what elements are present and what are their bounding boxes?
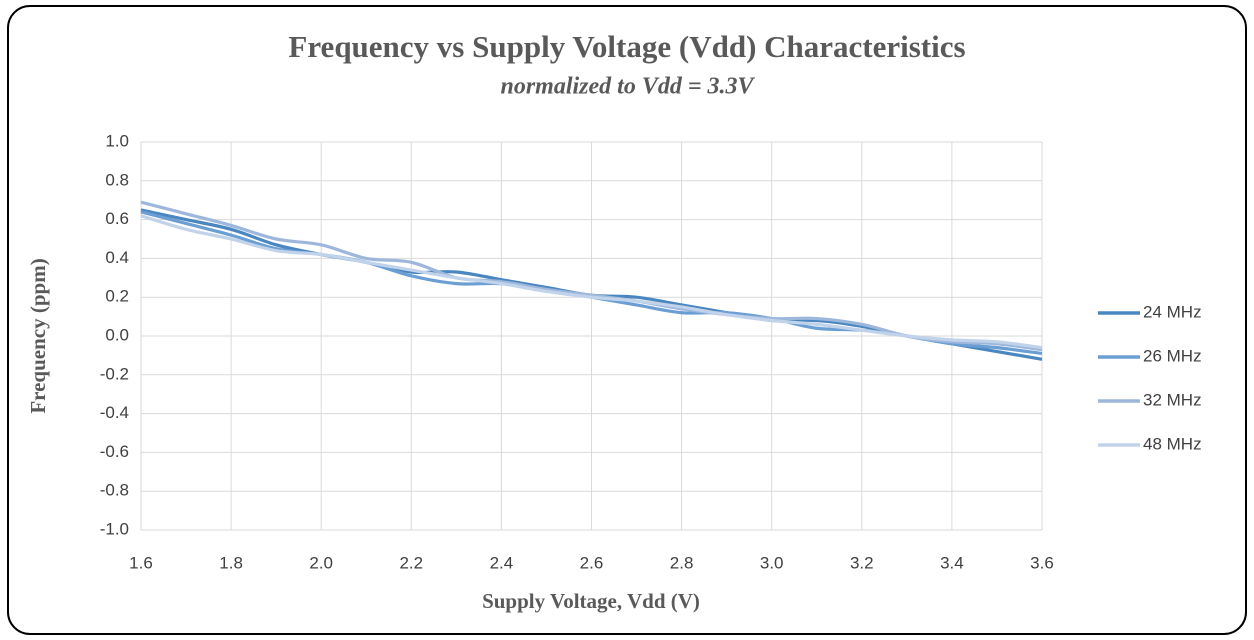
y-tick-label: 1.0 — [105, 131, 129, 150]
y-tick-label: 0.2 — [105, 287, 129, 306]
chart-subtitle: normalized to Vdd = 3.3V — [500, 74, 755, 100]
x-tick-label: 3.0 — [760, 553, 784, 572]
chart-title: Frequency vs Supply Voltage (Vdd) Charac… — [288, 29, 965, 64]
y-tick-label: 0.4 — [105, 248, 129, 267]
legend-label: 26 MHz — [1143, 346, 1202, 365]
x-axis-label: Supply Voltage, Vdd (V) — [482, 589, 700, 613]
x-tick-label: 2.6 — [580, 553, 604, 572]
x-tick-label: 3.2 — [850, 553, 874, 572]
x-tick-label: 1.6 — [129, 553, 153, 572]
y-tick-label: -1.0 — [100, 519, 129, 538]
y-tick-label: 0.0 — [105, 325, 129, 344]
x-tick-label: 3.6 — [1030, 553, 1054, 572]
x-tick-label: 2.4 — [490, 553, 514, 572]
x-tick-label: 2.2 — [399, 553, 423, 572]
legend-label: 32 MHz — [1143, 390, 1202, 409]
y-tick-label: -0.6 — [100, 442, 129, 461]
legend-label: 24 MHz — [1143, 302, 1202, 321]
y-axis-label: Frequency (ppm) — [26, 258, 50, 413]
x-tick-label: 2.0 — [309, 553, 333, 572]
y-tick-label: 0.8 — [105, 170, 129, 189]
y-tick-label: -0.8 — [100, 481, 129, 500]
y-tick-label: -0.4 — [100, 403, 129, 422]
chart-frame — [7, 5, 1247, 635]
x-tick-label: 3.4 — [940, 553, 964, 572]
y-tick-label: 0.6 — [105, 209, 129, 228]
x-tick-label: 1.8 — [219, 553, 243, 572]
legend-label: 48 MHz — [1143, 434, 1202, 453]
x-tick-label: 2.8 — [670, 553, 694, 572]
series-line — [140, 214, 1043, 350]
y-tick-label: -0.2 — [100, 364, 129, 383]
